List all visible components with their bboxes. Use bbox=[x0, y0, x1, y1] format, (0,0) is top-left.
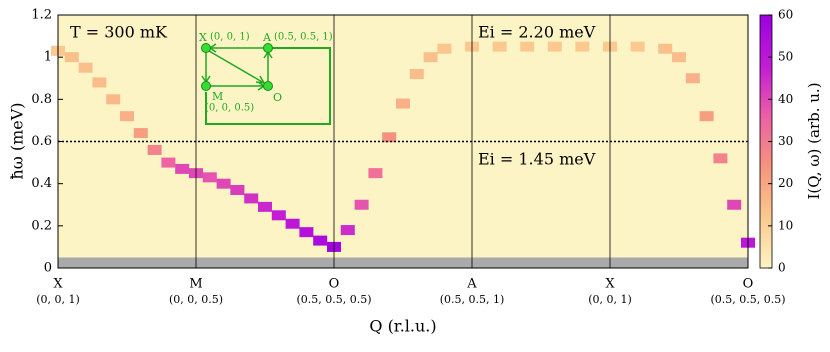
inset-node bbox=[201, 81, 211, 91]
y-tick-label: 0.2 bbox=[31, 218, 52, 233]
cell bbox=[658, 43, 673, 54]
cell bbox=[133, 128, 148, 139]
cell bbox=[409, 69, 424, 80]
cell bbox=[313, 235, 328, 246]
annotation: T = 300 mK bbox=[70, 23, 168, 42]
colorbar-tick-label: 40 bbox=[778, 92, 793, 106]
x-tick-label: X bbox=[605, 277, 615, 292]
inset-coord: (0, 0, 1) bbox=[210, 32, 250, 43]
inset-arrows bbox=[201, 43, 273, 91]
cell bbox=[492, 41, 507, 52]
inset-node bbox=[263, 43, 273, 53]
cell bbox=[547, 41, 562, 52]
cell bbox=[354, 199, 369, 210]
cell bbox=[258, 201, 272, 212]
inset-coord: (0, 0, 0.5) bbox=[205, 103, 254, 114]
inset-label: O bbox=[273, 91, 282, 104]
inset-label: A bbox=[262, 31, 272, 44]
cell bbox=[368, 168, 383, 179]
cell bbox=[106, 94, 121, 105]
cell bbox=[230, 184, 245, 195]
plot-frame bbox=[57, 14, 749, 269]
colorbar-tick-label: 10 bbox=[778, 218, 793, 232]
x-tick-coord: (0.5, 0.5, 0.5) bbox=[296, 293, 371, 306]
inset-node bbox=[201, 43, 211, 53]
x-tick-coord: (0, 0, 0.5) bbox=[169, 293, 223, 306]
cell bbox=[285, 218, 300, 229]
y-tick-label: 0.6 bbox=[31, 134, 52, 149]
y-axis-label: ħω (meV) bbox=[8, 102, 27, 179]
inset-path bbox=[205, 47, 331, 125]
cell bbox=[64, 52, 79, 63]
cell bbox=[161, 157, 176, 168]
cell bbox=[727, 199, 742, 210]
cell bbox=[244, 193, 259, 204]
y-tick-label: 0 bbox=[44, 261, 52, 276]
cell bbox=[396, 98, 410, 109]
colorbar-tick-label: 20 bbox=[778, 176, 793, 190]
cell bbox=[340, 225, 355, 236]
cell bbox=[713, 153, 728, 164]
cell bbox=[202, 172, 217, 183]
x-tick-label: O bbox=[743, 277, 754, 292]
colorbar-tick-label: 30 bbox=[778, 134, 793, 148]
x-tick-coord: (0.5, 0.5, 0.5) bbox=[710, 293, 785, 306]
inset-coord: (0.5, 0.5, 1) bbox=[274, 32, 333, 43]
cell bbox=[120, 111, 134, 122]
y-tick-label: 0.8 bbox=[31, 92, 52, 107]
y-tick-label: 1 bbox=[44, 50, 52, 65]
cell bbox=[78, 62, 93, 73]
inset-node bbox=[263, 81, 273, 91]
colorbar-tick-label: 0 bbox=[778, 261, 786, 275]
cell bbox=[147, 144, 162, 155]
cell bbox=[685, 73, 700, 84]
x-tick-label: A bbox=[466, 277, 477, 292]
y-tick-label: 0.4 bbox=[31, 176, 52, 191]
cell bbox=[382, 132, 397, 143]
y-tick-label: 1.2 bbox=[31, 8, 52, 23]
cell bbox=[672, 52, 686, 63]
colorbar-tick-label: 50 bbox=[778, 50, 793, 64]
cell bbox=[271, 210, 286, 221]
axes: X(0, 0, 1)M(0, 0, 0.5)O(0.5, 0.5, 0.5)A(… bbox=[31, 8, 785, 307]
cell bbox=[92, 77, 107, 88]
x-tick-coord: (0.5, 0.5, 1) bbox=[440, 293, 505, 306]
x-tick-coord: (0, 0, 1) bbox=[588, 293, 632, 306]
annotation: Ei = 1.45 meV bbox=[478, 150, 596, 169]
cell bbox=[699, 111, 714, 122]
x-tick-label: M bbox=[189, 277, 202, 292]
x-tick-label: X bbox=[53, 277, 63, 292]
cell bbox=[575, 41, 590, 52]
inset: X (0, 0, 1) A (0.5, 0.5, 1) M (0, 0, 0.5… bbox=[199, 31, 333, 125]
cell bbox=[630, 41, 645, 52]
cell bbox=[520, 41, 535, 52]
colorbar-label: I(Q, ω) (arb. u.) bbox=[805, 82, 823, 199]
annotation: Ei = 2.20 meV bbox=[478, 23, 596, 42]
cell bbox=[437, 43, 452, 54]
cell bbox=[299, 227, 314, 238]
x-tick-coord: (0, 0, 1) bbox=[36, 293, 80, 306]
x-tick-label: O bbox=[329, 277, 340, 292]
inset-label: M bbox=[212, 90, 223, 103]
masked-region bbox=[58, 257, 748, 268]
inset-label: X bbox=[199, 31, 207, 44]
colorbar-tick-label: 60 bbox=[778, 8, 793, 22]
cell bbox=[175, 163, 190, 174]
cell bbox=[423, 52, 438, 63]
x-axis-label: Q (r.l.u.) bbox=[369, 317, 436, 336]
cell bbox=[216, 178, 231, 189]
